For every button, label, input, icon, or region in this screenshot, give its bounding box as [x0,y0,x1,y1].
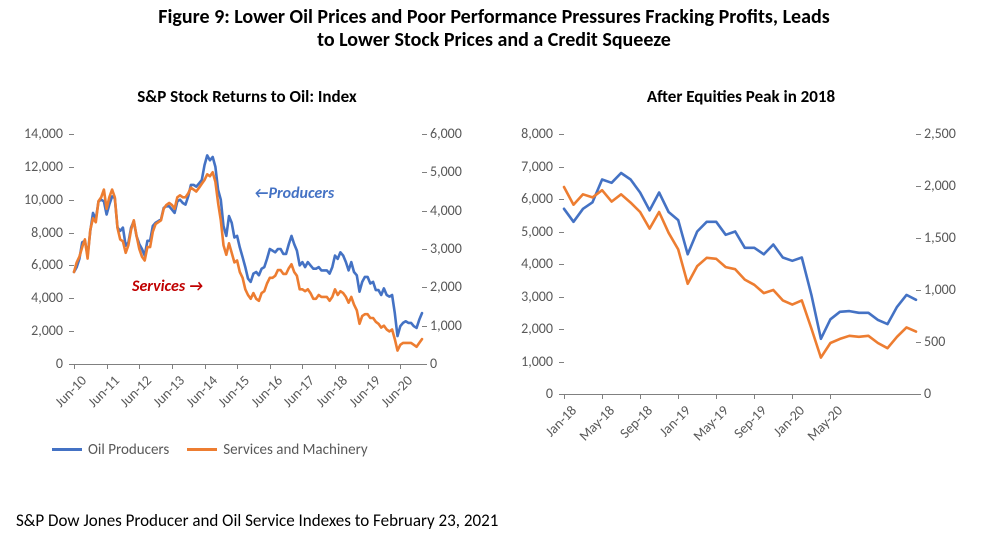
y-right-tick-label: 6,000 [430,125,462,142]
y-left-tick-label: 2,000 [13,322,63,339]
legend-label: Services and Machinery [223,441,367,459]
legend-swatch [187,448,217,451]
figure-footnote: S&P Dow Jones Producer and Oil Service I… [16,510,498,531]
y-left-tick-label: 2,000 [503,320,553,337]
x-tick-label: May-20 [804,402,846,444]
x-tick-label: Jan-18 [542,402,580,440]
figure-container: { "figure": { "title": "Figure 9: Lower … [0,0,988,543]
legend-item: Oil Producers [52,441,169,459]
y-right-tick-label: 4,000 [430,202,462,219]
y-left-tick-label: 0 [13,355,63,372]
x-tick-label: Jun-15 [214,372,253,411]
x-tick-label: Jun-16 [247,372,286,411]
annotation: ←Producers [254,184,334,203]
y-left-tick-label: 8,000 [13,224,63,241]
y-right-tick-label: 1,000 [430,317,462,334]
y-right-tick-label: 2,000 [924,177,956,194]
y-right-tick-label: 0 [430,355,437,372]
x-axis [564,394,916,395]
y-left-tick-label: 5,000 [503,223,553,240]
x-tick-label: Jan-19 [656,402,694,440]
series-svg [74,134,422,364]
annotation: Services → [132,277,203,296]
x-tick-label: Sep-19 [731,402,771,442]
y-right-tick-label: 2,500 [924,125,956,142]
x-tick-label: Jun-19 [345,372,384,411]
plot-area: 02,0004,0006,0008,00010,00012,00014,0000… [74,134,422,364]
y-left-tick-label: 1,000 [503,353,553,370]
legend-swatch [52,448,82,451]
x-tick-label: May-18 [576,402,618,444]
right-chart-title: After Equities Peak in 2018 [506,86,976,107]
y-left-tick-label: 8,000 [503,125,553,142]
x-tick-label: Jun-10 [51,372,90,411]
series-producers [74,155,422,336]
charts-row: S&P Stock Returns to Oil: Index 02,0004,… [0,86,988,486]
x-tick-label: Jun-11 [84,372,123,411]
left-chart: S&P Stock Returns to Oil: Index 02,0004,… [12,86,482,486]
left-chart-title: S&P Stock Returns to Oil: Index [12,86,482,107]
y-right-tick-label: 1,500 [924,229,956,246]
y-right-tick-label: 500 [924,333,945,350]
x-tick-label: Jun-20 [378,372,417,411]
plot-area: 01,0002,0003,0004,0005,0006,0007,0008,00… [564,134,916,394]
right-chart: After Equities Peak in 2018 01,0002,0003… [506,86,976,486]
y-left-tick-label: 10,000 [13,191,63,208]
y-right-tick-label: 3,000 [430,240,462,257]
y-left-tick-label: 14,000 [13,125,63,142]
y-right-tick-label: 1,000 [924,281,956,298]
x-tick-label: Jun-18 [312,372,351,411]
y-left-tick-label: 12,000 [13,158,63,175]
x-tick-label: Jan-20 [770,402,808,440]
y-right-tick-label: 0 [924,385,931,402]
x-tick-label: Sep-18 [616,402,656,442]
legend-item: Services and Machinery [187,441,367,459]
y-left-tick-label: 6,000 [13,256,63,273]
y-left-tick-label: 4,000 [13,289,63,306]
x-tick-label: Jun-17 [280,372,319,411]
series-svg [564,134,916,394]
y-right-tick-label: 2,000 [430,278,462,295]
legend: Oil Producers Services and Machinery [52,438,386,459]
series-services [74,172,422,350]
x-tick-label: Jun-12 [117,372,156,411]
series-services [564,187,916,358]
x-axis [74,364,422,365]
y-right-tick-label: 5,000 [430,163,462,180]
y-left-tick-label: 6,000 [503,190,553,207]
y-left-tick-label: 7,000 [503,158,553,175]
y-left-tick-label: 3,000 [503,288,553,305]
x-tick-label: May-19 [690,402,732,444]
x-tick-label: Jun-14 [182,372,221,411]
legend-label: Oil Producers [88,441,169,459]
y-left-tick-label: 0 [503,385,553,402]
figure-title: Figure 9: Lower Oil Prices and Poor Perf… [0,6,988,52]
x-tick-label: Jun-13 [149,372,188,411]
y-left-tick-label: 4,000 [503,255,553,272]
